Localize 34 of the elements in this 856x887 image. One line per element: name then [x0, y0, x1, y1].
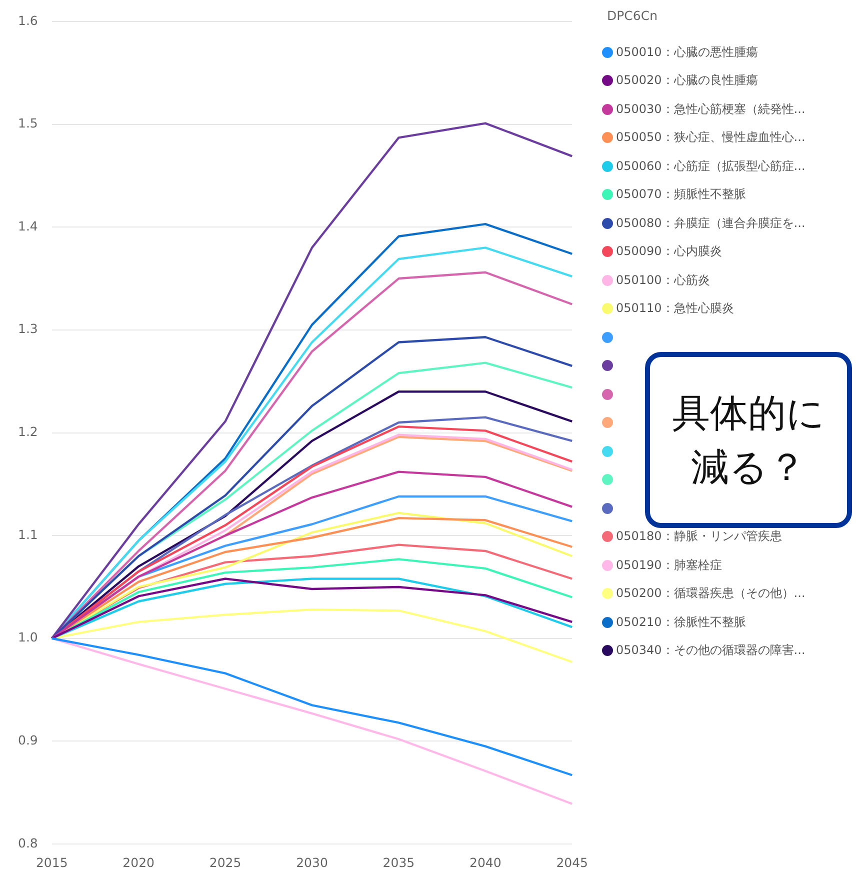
y-tick-label: 1.4 — [18, 218, 38, 234]
legend-label: 050190：肺塞栓症 — [616, 556, 722, 574]
legend-label: 050060：心筋症（拡張型心筋症... — [616, 158, 806, 175]
legend-label: 050210：徐脈性不整脈 — [616, 614, 746, 631]
y-tick-label: 1.1 — [18, 526, 38, 542]
y-tick-label: 0.8 — [18, 835, 38, 850]
legend-label: 050010：心臓の悪性腫瘍 — [616, 44, 758, 61]
legend-label: 050070：頻脈性不整脈 — [616, 186, 746, 204]
y-tick-label: 1.0 — [18, 630, 38, 645]
legend-label: 050090：心内膜炎 — [616, 243, 722, 260]
legend-label: 050200：循環器疾患（その他）... — [616, 585, 806, 602]
y-tick-label: 1.6 — [18, 12, 38, 28]
legend-label: 050180：静脈・リンパ管疾患 — [616, 528, 782, 546]
y-tick-label: 0.9 — [18, 732, 38, 748]
x-tick-label: 2020 — [122, 854, 155, 870]
legend-label: 050110：急性心膜炎 — [616, 300, 734, 318]
legend-label: 050340：その他の循環器の障害... — [616, 642, 806, 660]
text: 具体的に — [672, 390, 825, 437]
x-tick-label: 2035 — [382, 854, 415, 870]
y-tick-label: 1.2 — [18, 424, 38, 439]
legend-label: 050080：弁膜症（連合弁膜症を... — [616, 214, 806, 232]
legend-title: DPC6Cn — [607, 8, 658, 24]
x-tick-label: 2015 — [36, 854, 68, 870]
text: 減る？ — [691, 444, 806, 491]
x-tick-label: 2040 — [469, 854, 502, 870]
x-tick-label: 2025 — [209, 854, 242, 870]
legend-label: 050050：狭心症、慢性虚血性心... — [616, 129, 806, 146]
x-tick-label: 2030 — [296, 854, 328, 870]
x-tick-label: 2045 — [556, 854, 588, 870]
legend-label: 050100：心筋炎 — [616, 272, 710, 289]
legend-label: 050020：心臓の良性腫瘍 — [616, 72, 758, 90]
y-tick-label: 1.3 — [18, 321, 38, 336]
legend-label: 050030：急性心筋梗塞（続発性... — [616, 100, 806, 118]
y-tick-label: 1.5 — [18, 116, 38, 131]
